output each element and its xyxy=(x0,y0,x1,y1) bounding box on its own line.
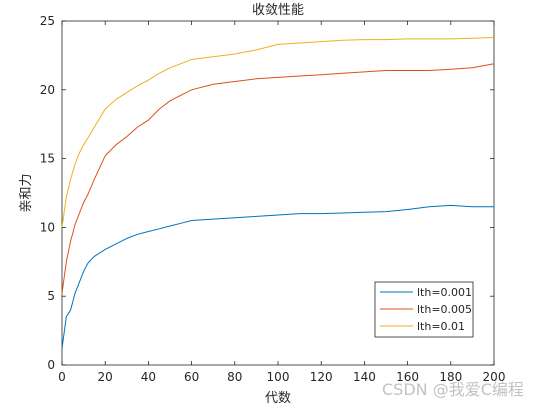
legend: lth=0.001 lth=0.005 lth=0.01 xyxy=(374,281,474,338)
legend-label: lth=0.005 xyxy=(417,303,472,316)
y-tick-label: 10 xyxy=(40,220,55,234)
legend-label: lth=0.001 xyxy=(417,286,472,299)
chart-title: 收敛性能 xyxy=(252,2,304,18)
y-axis: 0 5 10 15 20 25 xyxy=(40,14,494,372)
series-line-3 xyxy=(61,37,495,228)
plot-area xyxy=(61,20,495,366)
y-tick-label: 0 xyxy=(47,358,55,372)
series-line-1 xyxy=(61,204,494,349)
x-tick-label: 140 xyxy=(353,370,376,384)
x-axis: 0 20 40 60 80 100 120 140 160 180 200 xyxy=(58,21,505,384)
legend-label: lth=0.01 xyxy=(417,320,465,333)
x-tick-label: 60 xyxy=(184,370,199,384)
y-tick-label: 25 xyxy=(40,14,55,28)
y-axis-title: 亲和力 xyxy=(19,173,34,212)
x-tick-label: 20 xyxy=(98,370,113,384)
x-tick-label: 80 xyxy=(227,370,242,384)
x-axis-title: 代数 xyxy=(265,391,291,406)
x-tick-label: 40 xyxy=(141,370,156,384)
y-tick-label: 15 xyxy=(40,152,55,166)
x-tick-label: 160 xyxy=(396,370,419,384)
x-tick-label: 200 xyxy=(483,370,506,384)
x-tick-label: 180 xyxy=(439,370,462,384)
x-tick-label: 0 xyxy=(58,370,66,384)
series-line-2 xyxy=(61,63,495,294)
y-tick-label: 20 xyxy=(40,83,55,97)
x-tick-label: 100 xyxy=(267,370,290,384)
watermark: CSDN @我爱C编程 xyxy=(382,380,524,399)
x-tick-label: 120 xyxy=(310,370,333,384)
y-tick-label: 5 xyxy=(47,289,55,303)
